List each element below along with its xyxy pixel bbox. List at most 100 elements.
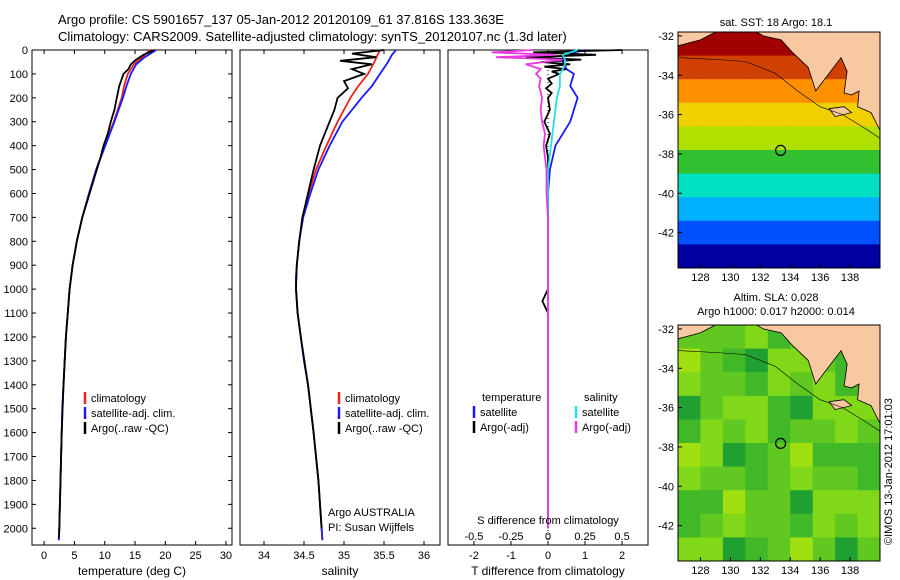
- heatmap-cell: [700, 173, 724, 198]
- header-line-1: Argo profile: CS 5901657_137 05-Jan-2012…: [58, 12, 504, 27]
- heatmap-cell: [812, 220, 836, 245]
- heatmap-cell: [767, 490, 791, 515]
- heatmap-cell: [700, 102, 724, 127]
- heatmap-cell: [767, 513, 791, 538]
- heatmap-cell: [857, 490, 880, 515]
- heatmap-cell: [812, 126, 836, 151]
- heatmap-cell: [812, 244, 836, 268]
- depth-axis-ticks: 0 100 200 300 400 500 600 700 800 900 1000 1100 1200…: [4, 45, 232, 535]
- legend-label-temp-satellite: satellite: [480, 407, 517, 419]
- difference-panel: -2 -1 0 1 2 -0.5 -0.25 0 0.25 0.5 S difference fr…: [447, 49, 649, 578]
- heatmap-cell: [857, 513, 880, 538]
- y-tick-label: 1100: [4, 308, 28, 320]
- heatmap-cell: [835, 150, 859, 175]
- heatmap-cell: [678, 220, 701, 245]
- temperature-panel-frame: [31, 49, 233, 546]
- island: [828, 399, 853, 411]
- pi-label: PI: Susan Wijffels: [328, 522, 414, 534]
- heatmap-cell: [745, 443, 769, 468]
- heatmap-cell: [835, 466, 859, 491]
- x-tick-label: 30: [220, 550, 232, 562]
- heatmap-cell: [857, 220, 880, 245]
- land-mass: [678, 32, 880, 131]
- y-tick-label: 1500: [4, 404, 28, 416]
- heatmap-cell: [722, 419, 746, 444]
- difference-legend: temperature satellite Argo(-adj) salinit…: [472, 392, 631, 434]
- heatmap-cell: [700, 537, 724, 561]
- heatmap-cell: [745, 513, 769, 538]
- salinity-axis-label: salinity: [322, 564, 359, 578]
- heatmap-cell: [835, 173, 859, 198]
- heatmap-cell: [745, 244, 769, 268]
- x2-tick-label: -0.5: [464, 531, 483, 543]
- heatmap-cell: [678, 537, 701, 561]
- x2-tick-label: 0.25: [574, 531, 595, 543]
- heatmap-cell: [722, 126, 746, 151]
- heatmap-cell: [745, 325, 769, 350]
- heatmap-cell: [678, 126, 701, 151]
- temperature-axis-ticks: 0 5 10 15 20 25 30: [41, 50, 232, 562]
- lon-tick-label: 134: [781, 272, 799, 284]
- shelf-contour: [678, 350, 880, 432]
- heatmap-cell: [745, 372, 769, 397]
- heatmap-cell: [745, 126, 769, 151]
- heatmap-cell: [767, 55, 791, 80]
- sla-map-title: Altim. SLA: 0.028: [734, 292, 819, 304]
- series-line-2: [58, 49, 155, 538]
- heatmap-cell: [700, 32, 724, 57]
- x-tick-label: 35: [338, 550, 350, 562]
- lat-tick-label: -34: [658, 363, 674, 375]
- heatmap-cell: [812, 150, 836, 175]
- series-line-1: [295, 49, 397, 541]
- legend-label-temp-argo: Argo(-adj): [480, 422, 529, 434]
- x-tick-label: 20: [159, 550, 171, 562]
- heatmap-cell: [745, 220, 769, 245]
- heatmap-cell: [812, 197, 836, 222]
- sst-map: sat. SST: 18 Argo: 18.1 128 130 132 134 136 1…: [658, 17, 881, 284]
- y-tick-label: 100: [10, 69, 28, 81]
- x2-tick-label: 0: [545, 531, 551, 543]
- heatmap-cell: [700, 325, 724, 350]
- heatmap-cell: [722, 244, 746, 268]
- heatmap-cell: [812, 173, 836, 198]
- heatmap-cell: [835, 244, 859, 268]
- heatmap-cell: [767, 150, 791, 175]
- heatmap-cell: [722, 325, 746, 350]
- y-tick-label: 1800: [4, 475, 28, 487]
- lat-tick-label: -34: [658, 70, 674, 82]
- heatmap-cell: [678, 490, 701, 515]
- lon-tick-label: 132: [751, 565, 769, 577]
- heatmap-cell: [722, 102, 746, 127]
- sla-map-ticks: 128 130 132 134 136 138 -32 -34 -36 -38 -40 -42: [658, 324, 859, 577]
- heatmap-cell: [722, 537, 746, 561]
- x-tick-label: 0: [545, 550, 551, 562]
- heatmap-cell: [678, 395, 701, 420]
- heatmap-cell: [745, 348, 769, 373]
- heatmap-cell: [790, 537, 814, 561]
- heatmap-cell: [812, 102, 836, 127]
- heatmap-cell: [790, 395, 814, 420]
- difference-axis-ticks: -2 -1 0 1 2 -0.5 -0.25 0 0.25 0.5: [464, 50, 630, 562]
- sla-map-subtitle: Argo h1000: 0.017 h2000: 0.014: [697, 306, 855, 318]
- x-tick-label: 36: [418, 550, 430, 562]
- heatmap-cell: [722, 150, 746, 175]
- y-tick-label: 2000: [4, 523, 28, 535]
- sst-map-ticks: 128 130 132 134 136 138 -32 -34 -36 -38 -40 -42: [658, 31, 859, 284]
- lon-tick-label: 130: [721, 565, 739, 577]
- argo-position-marker: [774, 437, 787, 449]
- heatmap-cell: [722, 348, 746, 373]
- heatmap-cell: [722, 197, 746, 222]
- heatmap-cell: [678, 55, 701, 80]
- lat-tick-label: -38: [658, 442, 674, 454]
- lon-tick-label: 138: [841, 272, 859, 284]
- heatmap-cell: [835, 197, 859, 222]
- heatmap-cell: [700, 513, 724, 538]
- heatmap-cell: [745, 150, 769, 175]
- series-line-0: [295, 49, 381, 541]
- x-tick-label: 5: [71, 550, 77, 562]
- heatmap-cell: [745, 537, 769, 561]
- y-tick-label: 1900: [4, 499, 28, 511]
- heatmap-cell: [678, 372, 701, 397]
- heatmap-cell: [857, 126, 880, 151]
